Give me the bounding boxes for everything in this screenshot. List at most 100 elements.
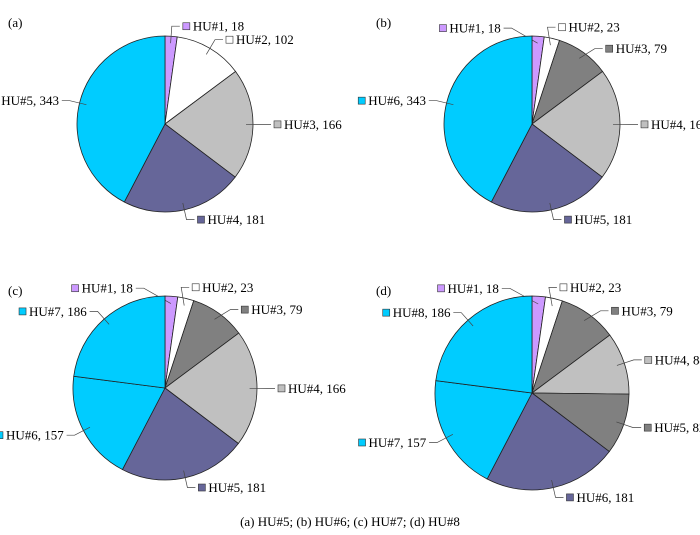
legend-swatch: [277, 384, 286, 393]
data-label-hu8: HU#8, 186: [382, 305, 451, 320]
pie-chart-2: (b) HU#1, 18 HU#2, 23 HU#3, 79 HU#4, 166 HU#5…: [357, 15, 700, 227]
leader-line: [214, 309, 239, 320]
data-label-text: HU#2, 23: [202, 280, 253, 295]
data-label-text: HU#3, 79: [616, 41, 667, 56]
data-label-text: HU#3, 79: [621, 303, 672, 318]
data-label-text: HU#6, 181: [576, 490, 634, 505]
data-label-text: HU#7, 157: [369, 435, 427, 450]
data-label-hu5: HU#5, 343: [1, 93, 59, 108]
panel-label: (c): [8, 283, 22, 298]
data-label-text: HU#1, 18: [193, 19, 244, 34]
data-label-text: HU#6, 157: [6, 428, 64, 443]
data-label-text: HU#5, 181: [208, 480, 266, 495]
data-label-text: HU#5, 181: [574, 212, 632, 227]
data-label-hu3: HU#3, 79: [240, 302, 303, 317]
leader-line: [205, 39, 223, 55]
leader-line: [89, 311, 110, 325]
data-label-hu4: HU#4, 84: [644, 352, 700, 367]
leader-line: [549, 202, 562, 220]
data-label-hu1: HU#1, 18: [437, 281, 499, 296]
leader-line: [66, 426, 91, 436]
legend-swatch: [611, 306, 619, 315]
leader-line: [584, 310, 609, 321]
panel-label: (d): [376, 283, 391, 298]
data-label-hu2: HU#2, 102: [225, 32, 294, 47]
panel-label: (a): [8, 15, 22, 30]
data-label-hu2: HU#2, 23: [191, 280, 253, 295]
data-label-text: HU#4, 166: [288, 381, 346, 396]
legend-swatch: [644, 356, 653, 364]
legend-swatch: [382, 308, 391, 317]
data-label-hu4: HU#4, 166: [277, 381, 346, 396]
legend-swatch: [559, 283, 568, 292]
legend-swatch: [18, 307, 27, 316]
data-label-text: HU#5, 82: [654, 420, 700, 435]
panel-label: (b): [376, 15, 391, 30]
data-label-hu3: HU#3, 79: [611, 303, 673, 318]
data-label-hu6: HU#6, 157: [0, 428, 64, 443]
legend-swatch: [182, 22, 191, 31]
data-label-hu5: HU#5, 181: [564, 212, 632, 227]
leader-line: [180, 286, 190, 306]
leader-line: [548, 287, 557, 307]
leader-line: [616, 421, 642, 428]
data-label-hu7: HU#7, 157: [358, 435, 427, 450]
data-label-text: HU#5, 343: [1, 93, 59, 108]
data-label-text: HU#4, 166: [651, 117, 700, 132]
data-label-text: HU#1, 18: [448, 281, 499, 296]
legend-swatch: [640, 120, 649, 129]
data-label-hu5: HU#5, 82: [643, 420, 700, 435]
pie-chart-3: (c) HU#1, 18 HU#2, 23 HU#3, 79 HU#4, 166 HU#5…: [0, 280, 346, 495]
figure-caption: (a) HU#5; (b) HU#6; (c) HU#7; (d) HU#8: [240, 514, 460, 529]
legend-swatch: [643, 423, 652, 432]
legend-swatch: [71, 284, 79, 293]
legend-swatch: [198, 483, 206, 492]
data-label-text: HU#8, 186: [393, 305, 451, 320]
data-label-hu7: HU#7, 186: [18, 304, 87, 319]
legend-swatch: [605, 44, 614, 53]
legend-swatch: [191, 283, 200, 292]
data-label-hu2: HU#2, 23: [558, 20, 620, 35]
data-label-text: HU#4, 84: [655, 352, 700, 367]
data-label-text: HU#1, 18: [82, 281, 133, 296]
data-label-hu1: HU#1, 18: [71, 281, 133, 296]
data-label-text: HU#3, 79: [251, 302, 302, 317]
data-label-hu4: HU#4, 166: [640, 117, 700, 132]
data-label-text: HU#3, 166: [284, 117, 342, 132]
data-label-hu6: HU#6, 181: [566, 490, 634, 505]
legend-swatch: [225, 35, 234, 44]
legend-swatch: [0, 431, 4, 439]
leader-line: [547, 26, 556, 46]
data-label-hu1: HU#1, 18: [439, 21, 501, 36]
leader-line: [616, 359, 642, 366]
leader-line: [428, 100, 454, 106]
data-label-hu3: HU#3, 79: [605, 41, 667, 56]
data-label-hu4: HU#4, 181: [197, 212, 265, 227]
data-label-hu6: HU#6, 343: [357, 93, 426, 108]
leader-line: [551, 480, 564, 498]
legend-swatch: [558, 23, 566, 32]
data-label-text: HU#2, 102: [236, 32, 294, 47]
data-label-text: HU#4, 181: [207, 212, 265, 227]
data-label-hu1: HU#1, 18: [182, 19, 244, 34]
leader-line: [579, 48, 603, 59]
leader-line: [182, 202, 195, 220]
legend-swatch: [437, 284, 445, 293]
data-label-text: HU#1, 18: [449, 21, 500, 36]
leader-line: [61, 100, 87, 106]
data-label-text: HU#7, 186: [29, 304, 87, 319]
data-label-hu2: HU#2, 23: [559, 280, 621, 295]
data-label-hu3: HU#3, 166: [273, 117, 342, 132]
leader-line: [429, 433, 454, 443]
legend-swatch: [358, 438, 366, 447]
data-label-text: HU#6, 343: [368, 93, 426, 108]
pie-slice-hu7: [73, 295, 166, 389]
legend-swatch: [197, 215, 205, 224]
legend-swatch: [566, 493, 574, 502]
leader-line: [453, 312, 474, 327]
data-label-hu5: HU#5, 181: [198, 480, 266, 495]
legend-swatch: [357, 96, 366, 105]
